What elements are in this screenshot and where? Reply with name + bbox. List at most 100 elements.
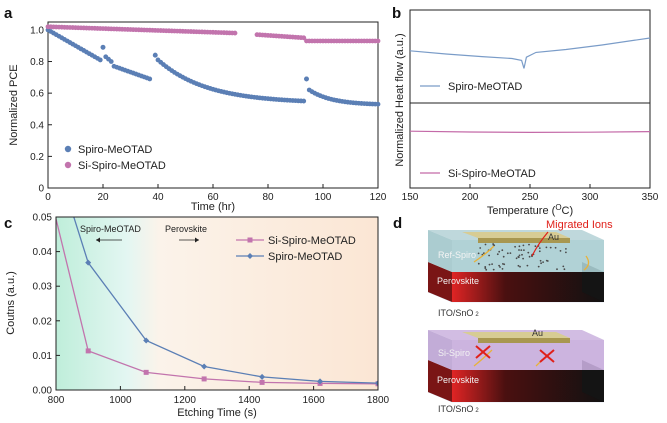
legend-label-si-spiro-a: Si-Spiro-MeOTAD: [78, 160, 166, 172]
x-tick-label-b: 350: [642, 192, 659, 203]
y-axis-label-a: Normalized PCE: [8, 64, 20, 145]
ion-path-left-icon: [473, 245, 495, 263]
x-tick-label-a: 40: [152, 192, 164, 203]
ion-dot: [517, 256, 520, 258]
y-tick-label-a: 0.2: [30, 152, 44, 163]
htl-label-1: Ref-Spiro: [438, 250, 476, 260]
x-tick-label-c: 1400: [238, 395, 261, 406]
ion-dot: [488, 263, 491, 266]
ion-dot: [538, 247, 541, 250]
arrowhead-left-c: [96, 237, 100, 243]
ion-dot: [538, 250, 541, 253]
perovskite-front-2: [452, 370, 604, 402]
device-ref-spiro: Au Migrated Ions Ref-Spiro Perovskite IT…: [427, 219, 613, 318]
x-tick-label-c: 1000: [109, 395, 132, 406]
data-point-si-spiro-c: [259, 379, 265, 385]
x-tick-label-a: 60: [207, 192, 219, 203]
data-point-spiro-c: [85, 259, 92, 266]
ion-dot: [518, 254, 521, 257]
block-cross-left-icon: [475, 345, 491, 359]
ion-dot: [540, 262, 542, 265]
au-top-2: [462, 332, 570, 338]
data-lines-b: [409, 37, 651, 134]
series-line-si-spiro-b: [409, 130, 651, 134]
ion-dot: [545, 246, 548, 249]
x-tick-label-c: 800: [48, 395, 65, 406]
ion-dot: [518, 249, 520, 251]
y-tick-label-c: 0.00: [33, 386, 53, 397]
y-tick-label-c: 0.03: [33, 282, 53, 293]
data-point-spiro: [375, 101, 381, 107]
x-tick-label-a: 0: [45, 192, 51, 203]
data-point-spiro: [100, 44, 106, 50]
x-tick-label-c: 1200: [174, 395, 197, 406]
ion-dot: [502, 263, 504, 265]
legend-label-spiro-a: Spiro-MeOTAD: [78, 144, 152, 156]
x-axis-label-a: Time (hr): [191, 201, 235, 213]
substrate-label-2: ITO/SnO 2: [438, 404, 479, 414]
ion-dot: [506, 252, 509, 255]
ion-path-blocked-left-icon: [473, 349, 493, 367]
ion-dot: [527, 251, 530, 254]
au-label-2: Au: [532, 328, 543, 338]
panel-b-dsc: b 150 200 250 300 350 Spiro-MeOTAD Si-Spiro-…: [392, 5, 659, 217]
y-tick-label-a: 0.4: [30, 120, 44, 131]
perovskite-side-1: [428, 262, 452, 302]
au-label-1: Au: [548, 232, 559, 242]
legend-label-si-spiro-b: Si-Spiro-MeOTAD: [448, 168, 536, 180]
x-axis-label-b: Temperature (OC): [487, 203, 573, 218]
legend-marker-spiro-a: [64, 145, 72, 153]
ion-path-right-icon: [583, 255, 590, 271]
y-tick-label-c: 0.01: [33, 351, 53, 362]
x-tick-label-b: 250: [522, 192, 539, 203]
annotation-label-perovskite-c: Perovskite: [165, 224, 207, 234]
data-point-spiro: [152, 52, 158, 58]
legend-marker-si-spiro-a: [64, 161, 72, 169]
y-tick-label-a: 1.0: [30, 25, 44, 36]
plot-frame-c: [55, 216, 379, 391]
x-tick-label-a: 80: [262, 192, 274, 203]
x-axis-label-c: Etching Time (s): [177, 407, 256, 419]
y-axis-label-c: Coutns (a.u.): [5, 271, 17, 335]
htl-side-2: [428, 330, 452, 370]
ion-dot: [498, 250, 501, 253]
migrated-ions-label: Migrated Ions: [546, 219, 613, 231]
ion-dot: [520, 249, 523, 252]
y-tick-label-a: 0.6: [30, 89, 44, 100]
legend-label-si-spiro-c: Si-Spiro-MeOTAD: [268, 235, 356, 247]
data-point-si-spiro: [375, 38, 381, 44]
ion-dot: [522, 244, 525, 247]
ion-dot: [483, 252, 485, 255]
data-point-spiro-c: [317, 378, 324, 385]
ion-dot: [479, 247, 482, 249]
legend-a: Spiro-MeOTAD Si-Spiro-MeOTAD: [64, 144, 166, 172]
data-point-si-spiro-c: [201, 376, 207, 382]
x-tick-label-c: 1600: [302, 395, 325, 406]
ion-dot: [528, 255, 531, 258]
ion-dot: [502, 255, 505, 258]
ion-dot: [501, 249, 504, 252]
legend-marker-spiro-c: [247, 253, 253, 259]
ion-dot: [545, 259, 548, 262]
x-tick-label-b: 300: [582, 192, 599, 203]
ion-dot: [565, 248, 567, 250]
ion-dot: [518, 245, 521, 248]
x-tick-label-c: 1800: [367, 395, 390, 406]
axis-ticks-b: 150 200 250 300 350: [402, 184, 659, 203]
data-point-si-spiro-c: [85, 348, 91, 354]
x-tick-label-b: 150: [402, 192, 419, 203]
annotation-perovskite-c: Perovskite: [165, 224, 207, 243]
panel-letter-b: b: [392, 5, 401, 22]
ion-dot: [563, 268, 566, 271]
perovskite-right-2: [582, 360, 604, 402]
ion-dot: [521, 253, 523, 256]
plot-frame-b: [409, 9, 651, 189]
ion-dot: [477, 252, 480, 255]
ion-dot: [554, 246, 557, 249]
y-tick-label-a: 0.8: [30, 57, 44, 68]
ion-dot: [477, 262, 480, 265]
ion-dot: [528, 243, 530, 246]
block-cross-right-icon: [539, 349, 555, 363]
annotation-spiro-c: Spiro-MeOTAD: [80, 224, 141, 243]
